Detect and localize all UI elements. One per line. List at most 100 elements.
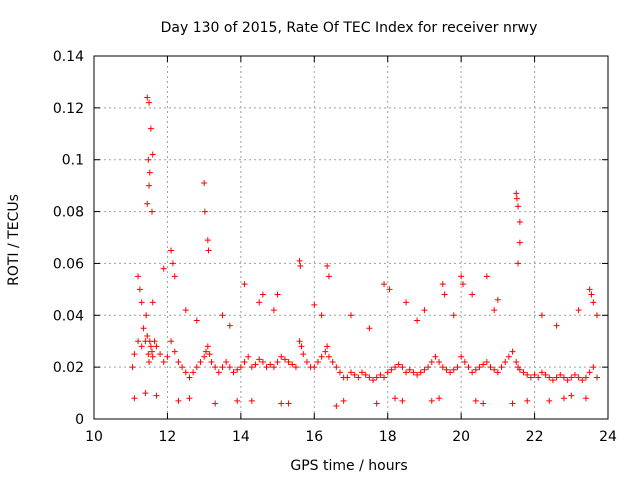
data-point <box>329 358 336 365</box>
data-point <box>153 343 160 350</box>
data-point <box>575 374 582 381</box>
data-point <box>248 364 255 371</box>
data-point <box>509 400 516 407</box>
data-point <box>425 364 432 371</box>
data-point <box>197 358 204 365</box>
x-axis-title: GPS time / hours <box>290 458 407 474</box>
data-point <box>259 291 266 298</box>
data-point <box>149 348 156 355</box>
data-point <box>230 369 237 376</box>
data-point <box>428 397 435 404</box>
data-point <box>366 374 373 381</box>
data-point <box>546 397 553 404</box>
data-point <box>149 208 156 215</box>
data-point <box>524 371 531 378</box>
data-point <box>263 364 270 371</box>
data-point <box>494 369 501 376</box>
data-point <box>274 358 281 365</box>
data-point <box>414 317 421 324</box>
data-point <box>586 286 593 293</box>
data-point <box>226 322 233 329</box>
data-point <box>392 364 399 371</box>
data-point <box>370 377 377 384</box>
data-point <box>324 263 331 270</box>
data-point <box>377 371 384 378</box>
data-point <box>588 291 595 298</box>
data-point <box>219 312 226 319</box>
data-point <box>469 291 476 298</box>
data-point <box>447 369 454 376</box>
y-tick-label: 0.02 <box>53 360 84 376</box>
data-point <box>143 312 150 319</box>
data-point <box>144 333 151 340</box>
data-point <box>568 392 575 399</box>
data-point <box>267 361 274 368</box>
data-point <box>436 358 443 365</box>
data-point <box>129 364 136 371</box>
data-point <box>355 374 362 381</box>
data-point <box>381 281 388 288</box>
data-point <box>333 403 340 410</box>
data-point <box>241 358 248 365</box>
data-point <box>219 364 226 371</box>
data-point <box>428 358 435 365</box>
grid-lines <box>94 56 608 419</box>
data-point <box>223 358 230 365</box>
data-point <box>575 307 582 314</box>
data-point <box>138 343 145 350</box>
data-point <box>168 338 175 345</box>
data-point <box>491 366 498 373</box>
data-point <box>406 366 413 373</box>
data-point <box>318 353 325 360</box>
data-point <box>593 312 600 319</box>
data-point <box>443 366 450 373</box>
x-tick-label: 10 <box>85 429 103 445</box>
data-point <box>546 374 553 381</box>
data-point <box>296 338 303 345</box>
data-point <box>538 369 545 376</box>
data-point <box>278 400 285 407</box>
data-point <box>153 392 160 399</box>
data-point <box>140 325 147 332</box>
data-point <box>182 307 189 314</box>
data-point <box>348 369 354 376</box>
data-point <box>270 364 277 371</box>
data-point <box>142 390 149 397</box>
data-point <box>505 353 512 360</box>
data-point <box>208 358 215 365</box>
data-point <box>483 273 490 280</box>
data-point <box>314 358 321 365</box>
data-point <box>324 343 331 350</box>
data-point <box>278 353 285 360</box>
data-point <box>399 364 406 371</box>
data-point <box>549 377 556 384</box>
data-point <box>560 395 567 402</box>
data-point <box>421 366 428 373</box>
data-point <box>459 281 466 288</box>
x-tick-label: 24 <box>599 429 617 445</box>
data-point <box>135 338 142 345</box>
data-point <box>149 299 156 306</box>
data-point <box>147 343 154 350</box>
data-point <box>373 374 380 381</box>
data-point <box>515 260 522 267</box>
data-point <box>204 237 211 244</box>
data-point <box>386 286 393 293</box>
data-point <box>441 291 448 298</box>
data-point <box>421 307 428 314</box>
data-point <box>520 369 527 376</box>
y-tick-label: 0.12 <box>53 101 84 117</box>
data-point <box>186 395 193 402</box>
data-point <box>325 353 332 360</box>
data-point <box>336 369 343 376</box>
data-point <box>538 312 545 319</box>
data-point <box>593 374 600 381</box>
data-point <box>256 356 263 363</box>
data-point <box>147 125 154 132</box>
data-point <box>494 296 501 303</box>
data-point <box>359 369 366 376</box>
data-point <box>171 273 178 280</box>
data-point <box>175 397 182 404</box>
data-point <box>175 358 182 365</box>
data-point <box>381 374 388 381</box>
